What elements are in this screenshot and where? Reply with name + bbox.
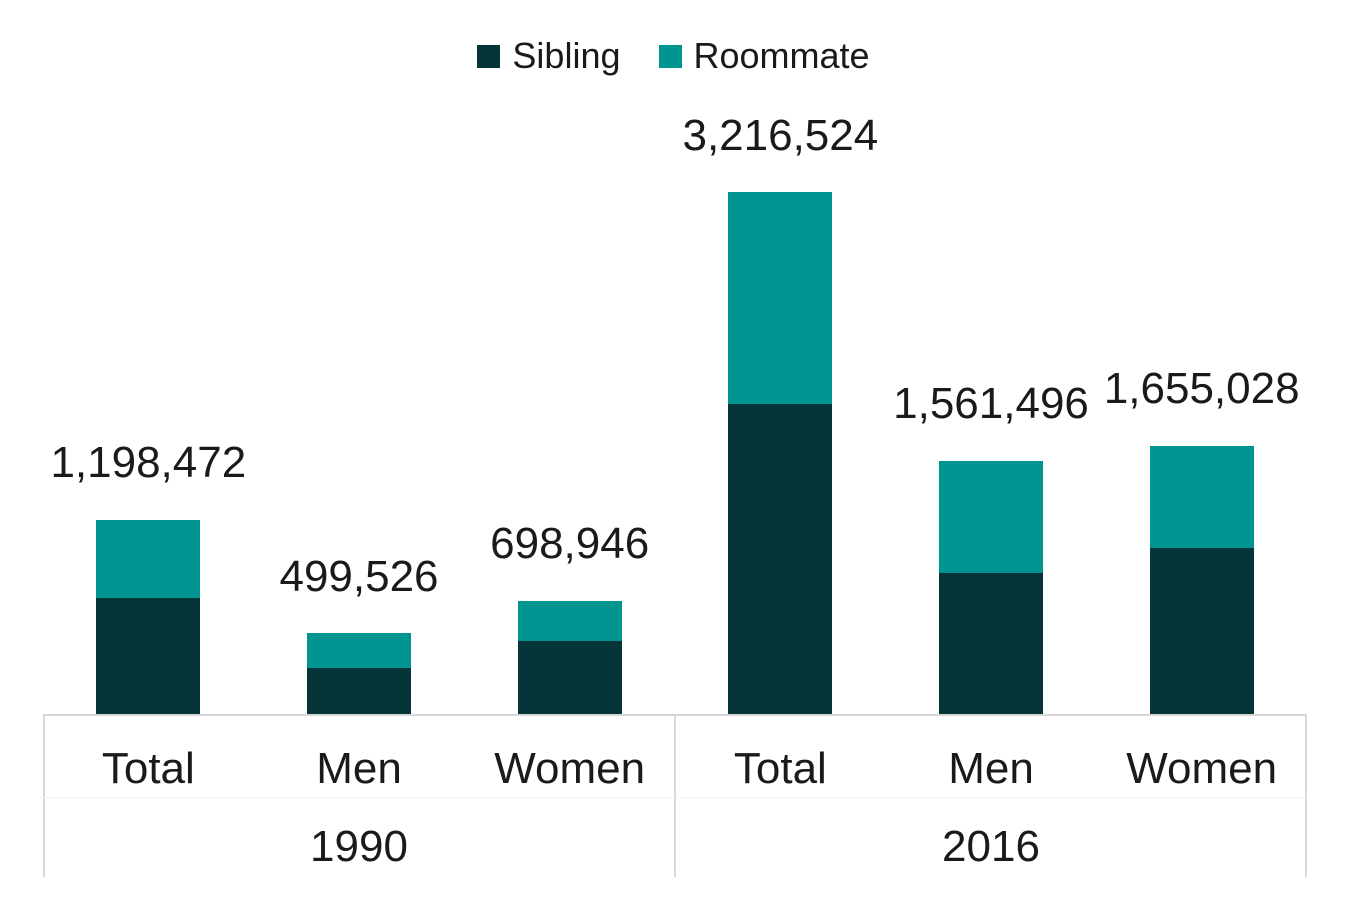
legend: Sibling Roommate (0, 38, 1347, 74)
category-label: Total (101, 744, 195, 793)
bar-total-label: 1,561,496 (893, 379, 1089, 429)
bar-segment-sibling (96, 597, 201, 714)
axis-separator-left (43, 714, 45, 877)
legend-label: Roommate (693, 35, 870, 76)
stacked-bar (728, 192, 833, 714)
legend-item-roommate: Roommate (658, 35, 870, 76)
bar-segment-sibling (307, 668, 411, 714)
bar-total-label: 1,655,028 (1103, 364, 1300, 414)
chart-slot: 698,946 (464, 100, 675, 714)
legend-label: Sibling (512, 35, 621, 76)
bar-segment-roommate (939, 460, 1044, 573)
bar-total-label: 1,198,472 (50, 438, 247, 488)
axis-separator-middle (674, 714, 676, 877)
bar-segment-roommate (307, 633, 411, 669)
bar-total-label: 3,216,524 (682, 110, 879, 160)
category-label: Women (1126, 744, 1278, 793)
bar-segment-sibling (1149, 547, 1254, 714)
bar-segment-sibling (939, 572, 1044, 714)
stacked-bar (939, 460, 1044, 714)
axis-row-divider (43, 797, 1307, 798)
year-label-2016: 2016 (942, 822, 1040, 871)
stacked-bar (1149, 445, 1254, 714)
bar-segment-roommate (96, 519, 201, 598)
bar-total-label: 499,526 (279, 551, 439, 601)
bar-segment-roommate (728, 192, 833, 404)
bar-segment-roommate (517, 600, 622, 642)
chart-slot: 3,216,524 (675, 100, 886, 714)
chart-slot: 499,526 (254, 100, 465, 714)
stacked-bar (517, 600, 622, 714)
bar-segment-sibling (728, 404, 833, 714)
category-label: Total (733, 744, 827, 793)
category-label: Men (316, 744, 402, 793)
year-row: 1990 2016 (43, 822, 1307, 872)
bar-segment-roommate (1149, 445, 1254, 548)
category-label: Women (494, 744, 646, 793)
legend-swatch-roommate-icon (658, 44, 682, 68)
chart-slot: 1,655,028 (1096, 100, 1307, 714)
plot-area: 1,198,472 499,526 698,946 3,216,524 1,561,49… (43, 100, 1307, 714)
chart-slot: 1,198,472 (43, 100, 254, 714)
legend-swatch-sibling-icon (477, 44, 501, 68)
category-label: Men (948, 744, 1034, 793)
year-label-1990: 1990 (310, 822, 408, 871)
stacked-bar (96, 519, 201, 714)
axis-separator-right (1305, 714, 1307, 877)
legend-item-sibling: Sibling (477, 35, 621, 76)
chart-slot: 1,561,496 (886, 100, 1097, 714)
category-row: Total Men Women Total Men Women (43, 744, 1307, 794)
bar-total-label: 698,946 (490, 519, 650, 569)
bar-segment-sibling (517, 641, 622, 714)
stacked-bar (307, 633, 411, 714)
